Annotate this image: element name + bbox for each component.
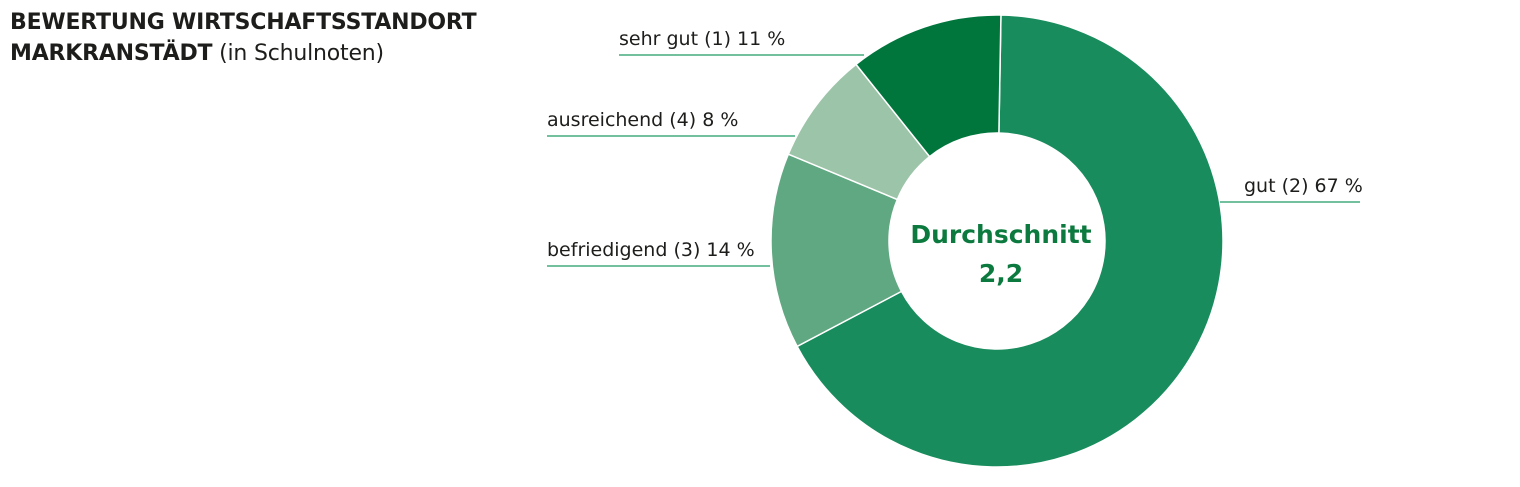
slice-label: gut (2) 67 % (1244, 175, 1363, 197)
donut-slices (770, 14, 1224, 468)
title-place: MARKRANSTÄDT (10, 41, 213, 66)
leader-lines (547, 54, 1360, 267)
title-line-1: BEWERTUNG WIRTSCHAFTSSTANDORT (10, 10, 477, 35)
slice-label: befriedigend (3) 14 % (547, 239, 755, 261)
center-value: 2,2 (979, 259, 1023, 288)
donut-slice (854, 14, 1002, 158)
chart-subtitle: (in Schulnoten) (219, 41, 384, 66)
chart-title: BEWERTUNG WIRTSCHAFTSSTANDORT MARKRANSTÄ… (10, 7, 477, 69)
title-line-2: MARKRANSTÄDT (in Schulnoten) (10, 38, 476, 69)
slice-label: sehr gut (1) 11 % (619, 28, 785, 50)
slice-labels: gut (2) 67 % befriedigend (3) 14 % ausreic… (547, 28, 1363, 261)
donut-slice (796, 14, 1224, 468)
slice-label: ausreichend (4) 8 % (547, 109, 738, 131)
center-label: Durchschnitt (910, 220, 1091, 249)
donut-slice (770, 153, 903, 348)
